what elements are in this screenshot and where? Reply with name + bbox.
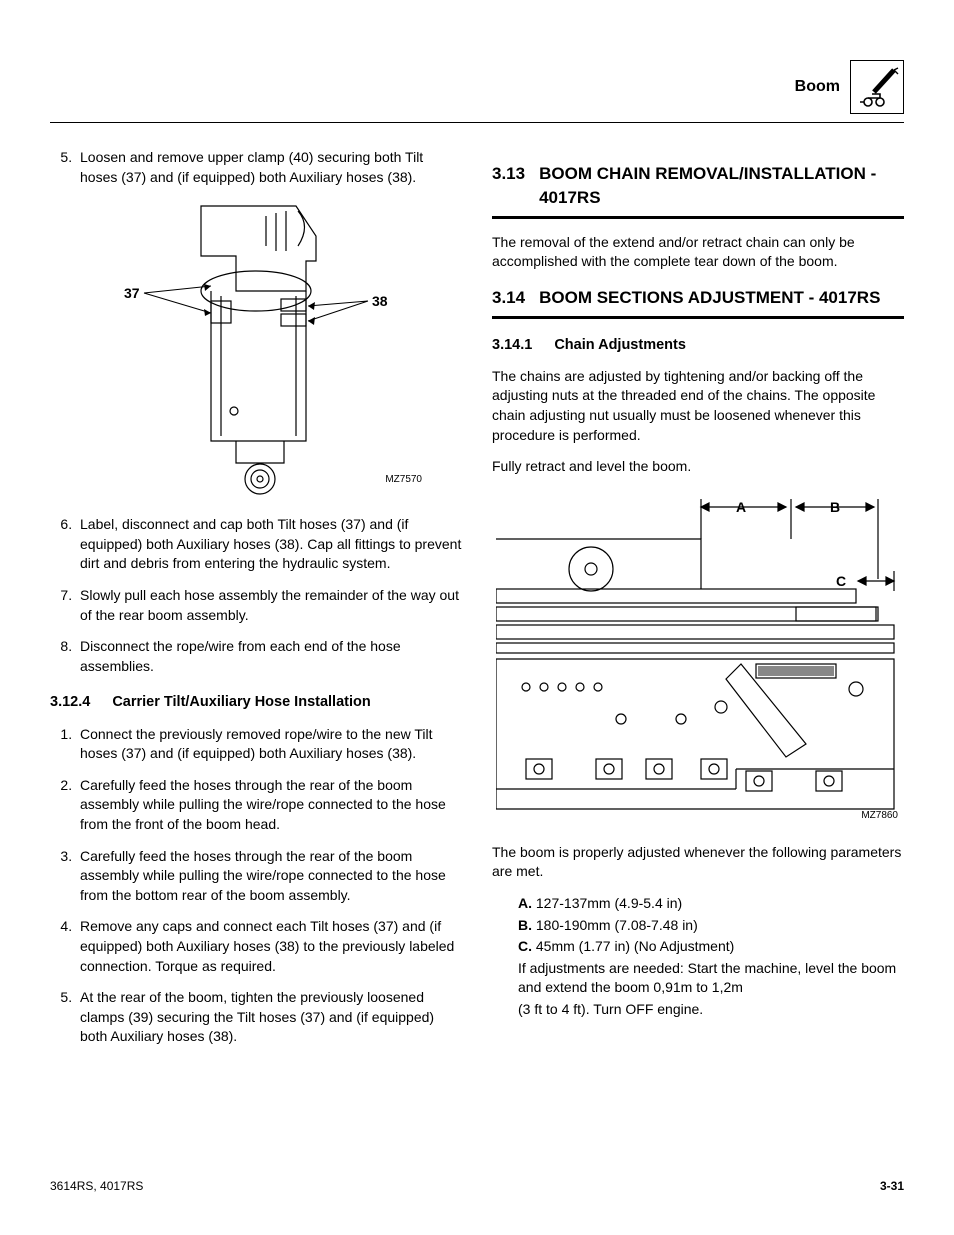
boom-header-icon xyxy=(850,60,904,114)
left-column: Loosen and remove upper clamp (40) secur… xyxy=(50,148,462,1061)
list-item: Disconnect the rope/wire from each end o… xyxy=(76,637,462,676)
svg-text:A: A xyxy=(736,499,746,515)
figure-mz7860: A B C MZ7860 xyxy=(488,489,904,829)
list-item: At the rear of the boom, tighten the pre… xyxy=(76,988,462,1047)
header-rule xyxy=(50,122,904,123)
param-a: A. 127-137mm (4.9-5.4 in) xyxy=(518,894,904,914)
subsection-3-12-4: 3.12.4 Carrier Tilt/Auxiliary Hose Insta… xyxy=(50,692,462,712)
header-title: Boom xyxy=(795,76,840,98)
content-columns: Loosen and remove upper clamp (40) secur… xyxy=(50,148,904,1061)
callout-38: 38 xyxy=(372,293,388,309)
figure-mz7570: 37 38 MZ7570 xyxy=(50,201,462,501)
param-b: B. 180-190mm (7.08-7.48 in) xyxy=(518,916,904,936)
subsection-3-14-1: 3.14.1 Chain Adjustments xyxy=(492,335,904,355)
footer-page-number: 3-31 xyxy=(880,1178,904,1195)
section-title: BOOM CHAIN REMOVAL/INSTALLATION - 4017RS xyxy=(539,162,904,210)
section-num: 3.14 xyxy=(492,286,525,310)
section-title: BOOM SECTIONS ADJUSTMENT - 4017RS xyxy=(539,286,904,310)
paragraph: Fully retract and level the boom. xyxy=(492,457,904,477)
page-footer: 3614RS, 4017RS 3-31 xyxy=(50,1178,904,1195)
procedure-list-1b: Label, disconnect and cap both Tilt hose… xyxy=(50,515,462,676)
svg-text:B: B xyxy=(830,499,840,515)
parameter-list: A. 127-137mm (4.9-5.4 in) B. 180-190mm (… xyxy=(518,894,904,1020)
footer-left: 3614RS, 4017RS xyxy=(50,1178,143,1195)
right-column: 3.13 BOOM CHAIN REMOVAL/INSTALLATION - 4… xyxy=(492,148,904,1061)
procedure-list-1: Loosen and remove upper clamp (40) secur… xyxy=(50,148,462,187)
list-item: Carefully feed the hoses through the rea… xyxy=(76,847,462,906)
paragraph: The chains are adjusted by tightening an… xyxy=(492,367,904,445)
svg-text:C: C xyxy=(836,573,846,589)
paragraph: The removal of the extend and/or retract… xyxy=(492,233,904,272)
list-item: Remove any caps and connect each Tilt ho… xyxy=(76,917,462,976)
list-item: Connect the previously removed rope/wire… xyxy=(76,725,462,764)
subsection-num: 3.14.1 xyxy=(492,335,532,355)
section-3-14: 3.14 BOOM SECTIONS ADJUSTMENT - 4017RS xyxy=(492,286,904,310)
subsection-title: Chain Adjustments xyxy=(554,335,686,355)
list-item: Loosen and remove upper clamp (40) secur… xyxy=(76,148,462,187)
list-item: Label, disconnect and cap both Tilt hose… xyxy=(76,515,462,574)
section-rule xyxy=(492,316,904,319)
subsection-title: Carrier Tilt/Auxiliary Hose Installation xyxy=(112,692,370,712)
list-item: Carefully feed the hoses through the rea… xyxy=(76,776,462,835)
callout-37: 37 xyxy=(124,285,140,301)
procedure-list-2: Connect the previously removed rope/wire… xyxy=(50,725,462,1047)
page-header: Boom xyxy=(50,60,904,114)
param-note: If adjustments are needed: Start the mac… xyxy=(518,959,904,998)
list-item: Slowly pull each hose assembly the remai… xyxy=(76,586,462,625)
figure-caption: MZ7570 xyxy=(385,473,422,487)
param-note: (3 ft to 4 ft). Turn OFF engine. xyxy=(518,1000,904,1020)
subsection-num: 3.12.4 xyxy=(50,692,90,712)
figure-caption: MZ7860 xyxy=(861,809,898,823)
section-num: 3.13 xyxy=(492,162,525,186)
paragraph: The boom is properly adjusted whenever t… xyxy=(492,843,904,882)
section-rule xyxy=(492,216,904,219)
section-3-13: 3.13 BOOM CHAIN REMOVAL/INSTALLATION - 4… xyxy=(492,162,904,210)
param-c: C. 45mm (1.77 in) (No Adjustment) xyxy=(518,937,904,957)
